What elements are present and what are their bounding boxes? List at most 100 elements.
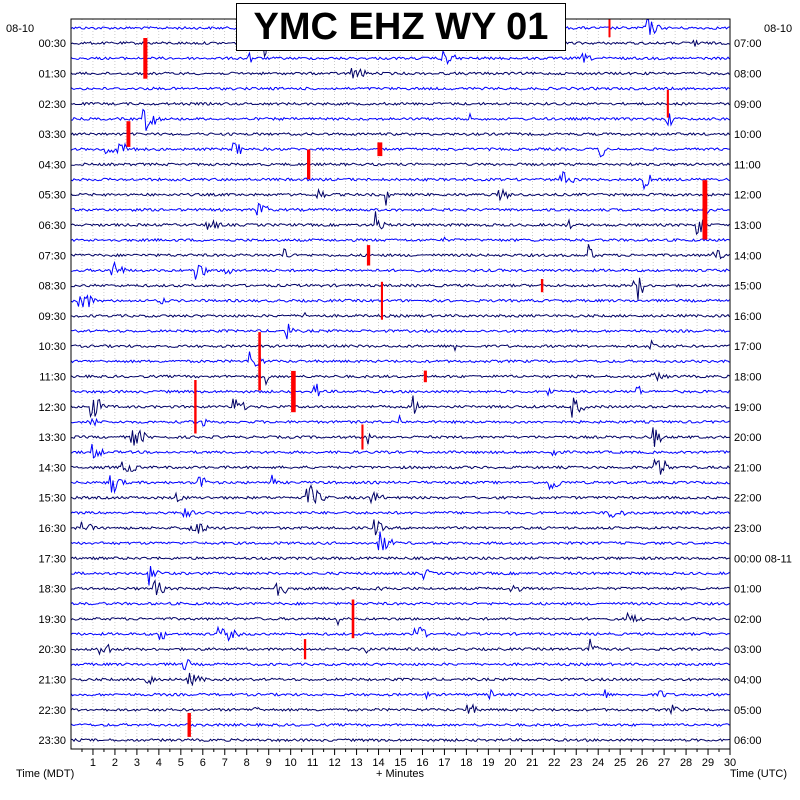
seismic-trace	[70, 611, 730, 627]
seismic-trace	[70, 142, 730, 158]
left-time-label: 13:30	[38, 432, 66, 444]
right-time-label: 13:00	[734, 220, 762, 232]
x-tick-label: 21	[526, 757, 538, 769]
left-time-label: 06:30	[38, 220, 66, 232]
right-time-label: 04:00	[734, 675, 762, 687]
seismic-trace	[70, 625, 730, 642]
x-tick-label: 19	[482, 757, 494, 769]
plot-frame	[70, 18, 731, 750]
clipped-event	[540, 279, 544, 293]
left-time-label: 04:30	[38, 159, 66, 171]
x-tick-label: 27	[658, 757, 670, 769]
right-time-label: 18:00	[734, 371, 762, 383]
right-time-label: 22:00	[734, 493, 762, 505]
seismic-trace	[70, 236, 730, 243]
clipped-event	[291, 370, 296, 413]
seismic-trace	[70, 108, 730, 131]
x-tick-label: 2	[112, 757, 118, 769]
seismic-trace	[70, 277, 730, 300]
right-time-label: 01:00	[734, 584, 762, 596]
x-tick-label: 3	[134, 757, 140, 769]
seismic-trace	[70, 703, 730, 716]
left-time-label: 21:30	[38, 675, 66, 687]
right-time-label: 08:00	[734, 69, 762, 81]
right-time-label: 21:00	[734, 462, 762, 474]
clipped-events	[126, 18, 708, 737]
left-time-label: 23:30	[38, 735, 66, 747]
seismic-trace	[70, 672, 730, 687]
seismic-trace	[70, 323, 730, 340]
seismic-trace	[70, 202, 730, 216]
x-tick-label: 13	[350, 757, 362, 769]
clipped-event	[126, 121, 131, 147]
seismic-traces	[70, 18, 730, 743]
right-time-label: 11:00	[734, 159, 761, 171]
seismic-trace	[70, 601, 730, 606]
x-tick-label: 15	[394, 757, 406, 769]
seismic-trace	[70, 86, 730, 91]
clipped-event	[423, 370, 427, 383]
right-date: 08-10	[764, 23, 792, 35]
x-tick-label: 25	[614, 757, 626, 769]
seismic-trace	[70, 211, 730, 236]
clipped-event	[377, 142, 383, 157]
seismic-trace	[70, 101, 730, 106]
seismic-trace	[70, 49, 730, 66]
x-axis-ticks: 1 2 3 4 5 6 7 8 9 10 11 12 13 14 15 16 17 18 19 20 21 22 23 24 2…	[81, 749, 736, 769]
seismic-trace	[70, 722, 730, 728]
seismic-trace	[70, 383, 730, 397]
x-tick-label: 17	[438, 757, 450, 769]
right-time-label: 05:00	[734, 705, 762, 717]
right-time-label: 02:00	[734, 614, 762, 626]
clipped-event	[187, 712, 191, 737]
right-time-label: 14:00	[734, 250, 762, 262]
seismic-trace	[70, 566, 730, 586]
seismic-trace	[70, 162, 730, 167]
seismic-trace	[70, 260, 730, 280]
left-time-label: 15:30	[38, 493, 66, 505]
right-time-label: 12:00	[734, 190, 762, 202]
right-time-label: 07:00	[734, 38, 762, 50]
seismic-trace	[70, 579, 730, 596]
x-tick-label: 11	[307, 757, 318, 769]
right-time-label: 09:00	[734, 99, 762, 111]
x-tick-label: 22	[548, 757, 560, 769]
seismic-trace	[70, 508, 730, 519]
x-tick-label: 5	[178, 757, 184, 769]
x-tick-label: 30	[724, 757, 736, 769]
right-time-label: 03:00	[734, 644, 762, 656]
x-tick-label: 4	[156, 757, 162, 769]
clipped-event	[194, 380, 197, 434]
x-tick-label: 29	[702, 757, 714, 769]
left-time-labels: 00:30 01:30 02:30 03:30 04:30 05:30 06:30 07:30…	[38, 38, 66, 747]
x-tick-label: 1	[90, 757, 96, 769]
right-time-labels: 07:00 08:00 09:00 10:00 11:00 12:00 13:00 14:00…	[734, 38, 792, 747]
seismic-trace	[70, 170, 730, 191]
seismic-trace	[70, 395, 730, 419]
seismic-trace	[70, 311, 730, 318]
x-tick-label: 8	[244, 757, 250, 769]
clipped-event	[380, 281, 383, 320]
x-tick-label: 26	[636, 757, 648, 769]
x-tick-label: 9	[266, 757, 272, 769]
seismic-trace	[70, 244, 730, 260]
clipped-event	[366, 245, 371, 266]
seismic-trace	[70, 427, 730, 447]
x-tick-label: 6	[200, 757, 206, 769]
left-time-label: 16:30	[38, 523, 66, 535]
right-time-label: 19:00	[734, 402, 762, 414]
x-tick-label: 14	[372, 757, 384, 769]
seismic-trace	[70, 688, 730, 701]
seismic-trace	[70, 131, 730, 137]
right-time-label: 00:00 08-11	[734, 553, 792, 565]
left-time-label: 12:30	[38, 402, 66, 414]
seismic-trace	[70, 413, 730, 427]
seismic-trace	[70, 737, 730, 743]
clipped-event	[143, 38, 148, 79]
seismic-trace	[70, 458, 730, 475]
left-time-label: 02:30	[38, 99, 66, 111]
seismic-trace	[70, 443, 730, 459]
seismic-trace	[70, 371, 730, 387]
left-time-label: 17:30	[38, 553, 66, 565]
